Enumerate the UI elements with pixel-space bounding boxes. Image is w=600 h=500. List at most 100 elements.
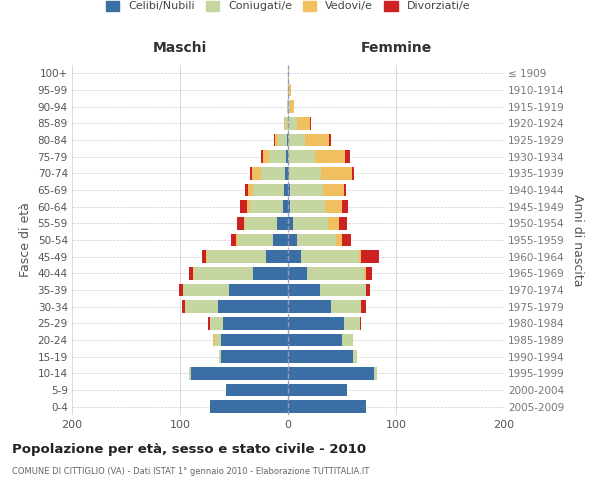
Bar: [266, 250, 288, 263]
Bar: [296, 234, 335, 246]
Bar: [274, 134, 275, 146]
Bar: [361, 250, 379, 263]
Bar: [344, 317, 361, 330]
Bar: [288, 267, 307, 280]
Bar: [245, 184, 248, 196]
Bar: [288, 200, 290, 213]
Bar: [253, 267, 288, 280]
Bar: [285, 167, 288, 179]
Text: Maschi: Maschi: [153, 41, 207, 55]
Bar: [250, 200, 283, 213]
Bar: [342, 200, 349, 213]
Bar: [229, 284, 288, 296]
Bar: [325, 200, 342, 213]
Bar: [241, 200, 247, 213]
Legend: Celibi/Nubili, Coniugati/e, Vedovi/e, Divorziati/e: Celibi/Nubili, Coniugati/e, Vedovi/e, Di…: [106, 0, 470, 12]
Bar: [284, 117, 285, 130]
Text: COMUNE DI CITTIGLIO (VA) - Dati ISTAT 1° gennaio 2010 - Elaborazione TUTTITALIA.: COMUNE DI CITTIGLIO (VA) - Dati ISTAT 1°…: [12, 468, 369, 476]
Bar: [210, 400, 288, 413]
Bar: [289, 84, 291, 96]
Bar: [215, 334, 221, 346]
Bar: [273, 234, 288, 246]
Bar: [345, 150, 350, 163]
Bar: [261, 150, 263, 163]
Bar: [290, 200, 325, 213]
Bar: [352, 167, 354, 179]
Bar: [290, 100, 295, 113]
Bar: [269, 150, 286, 163]
Y-axis label: Fasce di età: Fasce di età: [19, 202, 32, 278]
Bar: [290, 184, 323, 196]
Bar: [296, 117, 310, 130]
Bar: [218, 300, 288, 313]
Bar: [315, 150, 345, 163]
Bar: [288, 350, 353, 363]
Bar: [179, 284, 183, 296]
Bar: [245, 217, 277, 230]
Bar: [331, 300, 361, 313]
Bar: [288, 334, 342, 346]
Bar: [194, 267, 253, 280]
Bar: [207, 250, 266, 263]
Bar: [202, 250, 206, 263]
Bar: [248, 184, 253, 196]
Bar: [288, 84, 289, 96]
Bar: [288, 167, 289, 179]
Bar: [342, 234, 350, 246]
Bar: [289, 167, 322, 179]
Bar: [364, 267, 366, 280]
Bar: [261, 167, 285, 179]
Bar: [188, 267, 193, 280]
Bar: [182, 300, 185, 313]
Bar: [193, 267, 194, 280]
Bar: [253, 184, 284, 196]
Bar: [288, 400, 366, 413]
Bar: [237, 217, 244, 230]
Bar: [301, 250, 359, 263]
Bar: [293, 217, 328, 230]
Bar: [221, 334, 288, 346]
Bar: [221, 350, 288, 363]
Bar: [253, 167, 261, 179]
Bar: [188, 367, 191, 380]
Bar: [183, 284, 229, 296]
Bar: [344, 184, 346, 196]
Bar: [284, 184, 288, 196]
Bar: [288, 184, 290, 196]
Bar: [342, 334, 353, 346]
Bar: [244, 217, 245, 230]
Bar: [335, 234, 342, 246]
Text: Femmine: Femmine: [361, 41, 431, 55]
Bar: [320, 284, 366, 296]
Bar: [288, 100, 290, 113]
Bar: [322, 167, 352, 179]
Bar: [323, 184, 344, 196]
Bar: [288, 217, 293, 230]
Bar: [339, 217, 347, 230]
Bar: [288, 234, 296, 246]
Bar: [288, 117, 296, 130]
Bar: [288, 67, 289, 80]
Bar: [329, 134, 331, 146]
Bar: [223, 317, 288, 330]
Bar: [305, 134, 329, 146]
Bar: [310, 117, 311, 130]
Bar: [208, 317, 210, 330]
Bar: [287, 100, 288, 113]
Bar: [353, 350, 357, 363]
Bar: [288, 150, 315, 163]
Bar: [288, 300, 331, 313]
Bar: [285, 117, 288, 130]
Bar: [219, 350, 221, 363]
Bar: [231, 234, 236, 246]
Bar: [247, 200, 250, 213]
Bar: [374, 367, 377, 380]
Bar: [359, 250, 361, 263]
Bar: [283, 200, 288, 213]
Bar: [288, 134, 305, 146]
Bar: [288, 250, 301, 263]
Bar: [185, 300, 218, 313]
Bar: [288, 284, 320, 296]
Bar: [250, 167, 253, 179]
Bar: [275, 134, 278, 146]
